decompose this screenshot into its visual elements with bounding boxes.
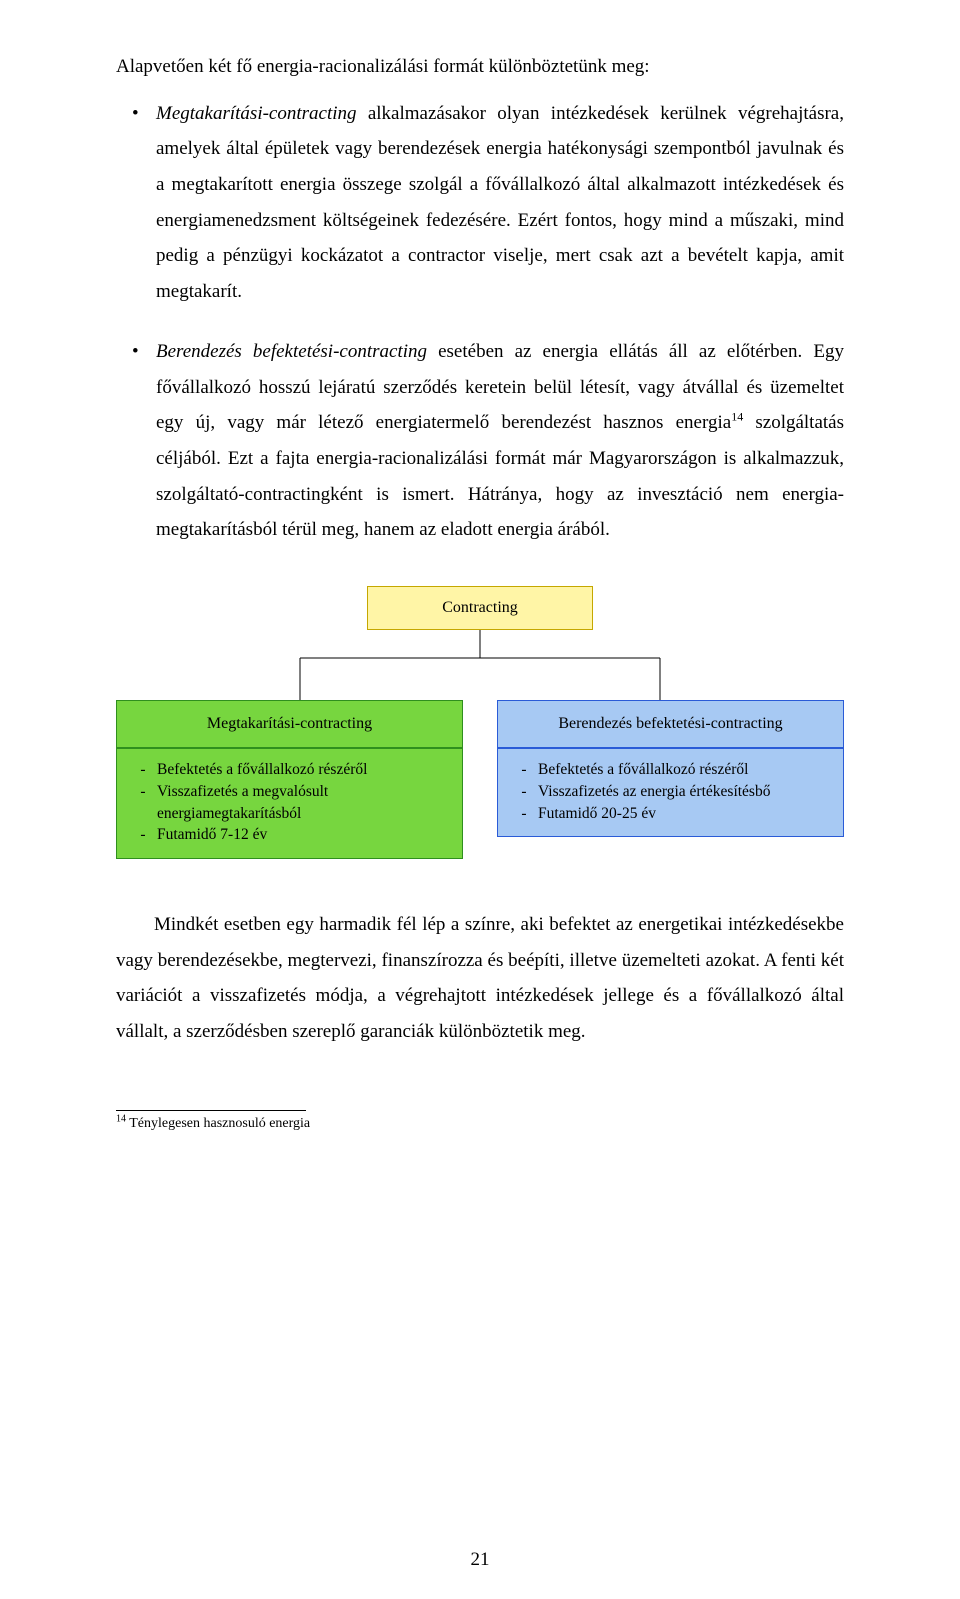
page-number: 21: [0, 1549, 960, 1571]
detail-text: Visszafizetés az energia értékesítésbő: [538, 781, 831, 803]
dash-icon: -: [510, 781, 538, 803]
footnote-ref: 14: [731, 410, 743, 424]
flow-left-detail: - Befektetés a fővállalkozó részéről - V…: [116, 748, 463, 859]
detail-text: Futamidő 7-12 év: [157, 824, 450, 846]
list-item: - Futamidő 20-25 év: [510, 803, 831, 825]
list-item: - Futamidő 7-12 év: [129, 824, 450, 846]
flow-left-col: Megtakarítási-contracting - Befektetés a…: [116, 700, 463, 859]
footnote-text: Ténylegesen hasznosuló energia: [126, 1116, 310, 1131]
dash-icon: -: [129, 824, 157, 846]
flow-top-box: Contracting: [367, 586, 593, 630]
dash-icon: -: [510, 759, 538, 781]
intro-paragraph: Alapvetően két fő energia-racionalizálás…: [116, 53, 844, 82]
dash-icon: -: [510, 803, 538, 825]
list-item: - Visszafizetés az energia értékesítésbő: [510, 781, 831, 803]
detail-text: Befektetés a fővállalkozó részéről: [157, 759, 450, 781]
detail-text: Befektetés a fővállalkozó részéről: [538, 759, 831, 781]
flow-left-label: Megtakarítási-contracting: [116, 700, 463, 748]
bullet-item-1: Megtakarítási-contracting alkalmazásakor…: [116, 96, 844, 310]
flowchart: Contracting Megtakarítási-contracting - …: [116, 586, 844, 859]
flow-connector: [160, 630, 800, 700]
list-item: - Befektetés a fővállalkozó részéről: [129, 759, 450, 781]
flow-right-detail: - Befektetés a fővállalkozó részéről - V…: [497, 748, 844, 837]
closing-paragraph: Mindkét esetben egy harmadik fél lép a s…: [116, 907, 844, 1050]
dash-icon: -: [129, 781, 157, 824]
flow-right-col: Berendezés befektetési-contracting - Bef…: [497, 700, 844, 859]
footnote-number: 14: [116, 1113, 126, 1124]
page: Alapvetően két fő energia-racionalizálás…: [0, 0, 960, 1599]
list-item: - Visszafizetés a megvalósult energiameg…: [129, 781, 450, 824]
bullet-item-2: Berendezés befektetési-contracting eseté…: [116, 334, 844, 548]
connector-lines: [300, 630, 660, 700]
dash-icon: -: [129, 759, 157, 781]
bullet-list: Megtakarítási-contracting alkalmazásakor…: [116, 96, 844, 549]
footnote-rule: [116, 1110, 306, 1111]
flow-top-row: Contracting: [116, 586, 844, 630]
detail-text: Visszafizetés a megvalósult energiamegta…: [157, 781, 450, 824]
flow-bottom-row: Megtakarítási-contracting - Befektetés a…: [116, 700, 844, 859]
list-item: - Befektetés a fővállalkozó részéről: [510, 759, 831, 781]
bullet1-text: alkalmazásakor olyan intézkedések kerüln…: [156, 103, 844, 303]
bullet2-emph: Berendezés befektetési-contracting: [156, 341, 427, 362]
footnote: 14 Ténylegesen hasznosuló energia: [116, 1115, 844, 1133]
detail-text: Futamidő 20-25 év: [538, 803, 831, 825]
flow-right-label: Berendezés befektetési-contracting: [497, 700, 844, 748]
bullet1-emph: Megtakarítási-contracting: [156, 103, 357, 124]
